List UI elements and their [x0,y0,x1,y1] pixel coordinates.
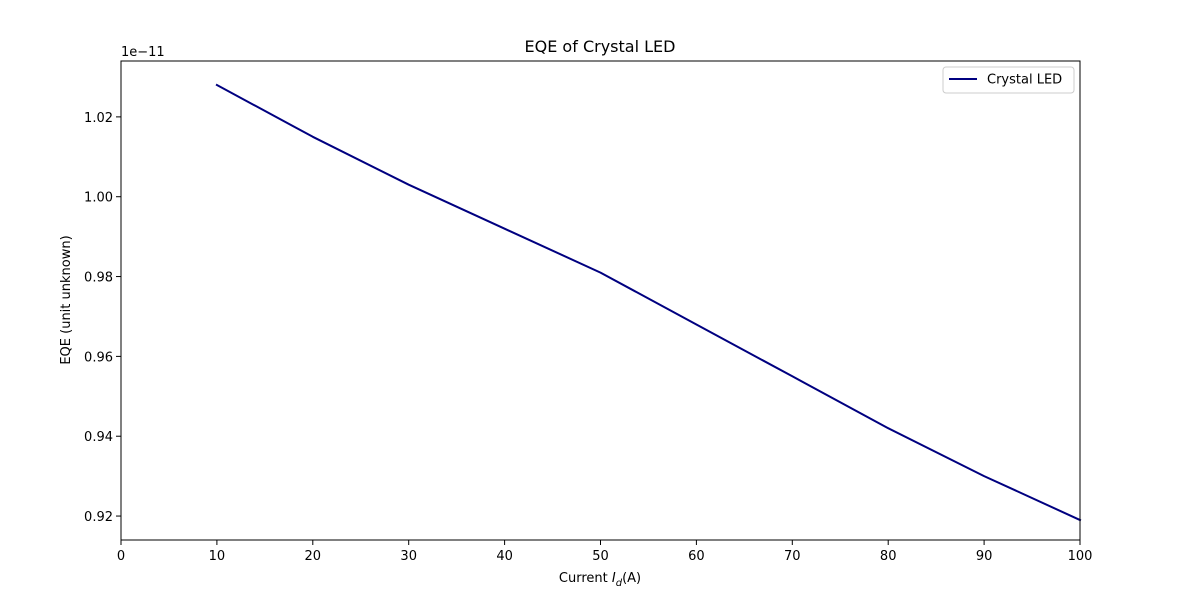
y-tick-label: 1.02 [84,111,113,126]
x-tick-label: 10 [209,549,226,564]
x-axis-label-subscript: d [616,578,623,589]
x-tick-label: 30 [400,549,417,564]
axes-frame [120,60,1081,541]
chart-title: EQE of Crystal LED [525,37,676,56]
x-tick-label: 60 [688,549,705,564]
plot-area [120,60,1082,541]
series-line-0 [215,83,1082,522]
x-tick-label: 20 [305,549,322,564]
x-tick-label: 0 [117,549,125,564]
y-tick-label: 0.92 [84,510,113,525]
y-tick-label: 0.96 [84,350,113,365]
x-tick-label: 70 [784,549,801,564]
legend: Crystal LED [942,66,1075,94]
x-tick-label: 90 [976,549,993,564]
x-tick-label: 40 [496,549,513,564]
y-axis-label: EQE (unit unknown) [59,235,74,364]
x-axis-ticks: 0 10 20 30 40 50 60 70 80 90 100 [117,540,1093,564]
x-tick-label: 100 [1068,549,1093,564]
x-axis-label-suffix: (A) [622,571,641,586]
y-tick-label: 0.94 [84,430,113,445]
x-tick-label: 80 [880,549,897,564]
y-axis-offset-label: 1e−11 [121,45,165,60]
x-axis-label: Current Id(A) [559,571,641,589]
x-axis-label-variable: I [612,571,616,586]
y-tick-label: 0.98 [84,271,113,286]
legend-label: Crystal LED [987,73,1062,88]
y-tick-label: 1.00 [84,191,113,206]
legend-box [942,66,1075,94]
x-tick-label: 50 [592,549,609,564]
x-axis-label-prefix: Current [559,571,612,586]
y-axis-ticks: 0.92 0.94 0.96 0.98 1.00 1.02 [84,111,121,525]
